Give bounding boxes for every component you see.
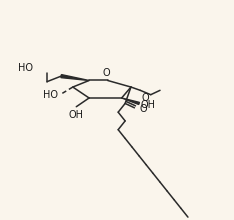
Text: HO: HO [18,63,33,73]
Text: O: O [139,104,147,114]
Text: OH: OH [141,99,156,110]
Text: O: O [141,93,149,103]
Polygon shape [122,98,139,104]
Text: O: O [103,68,110,78]
Text: OH: OH [69,110,84,120]
Text: HO: HO [43,90,58,100]
Polygon shape [61,75,89,81]
